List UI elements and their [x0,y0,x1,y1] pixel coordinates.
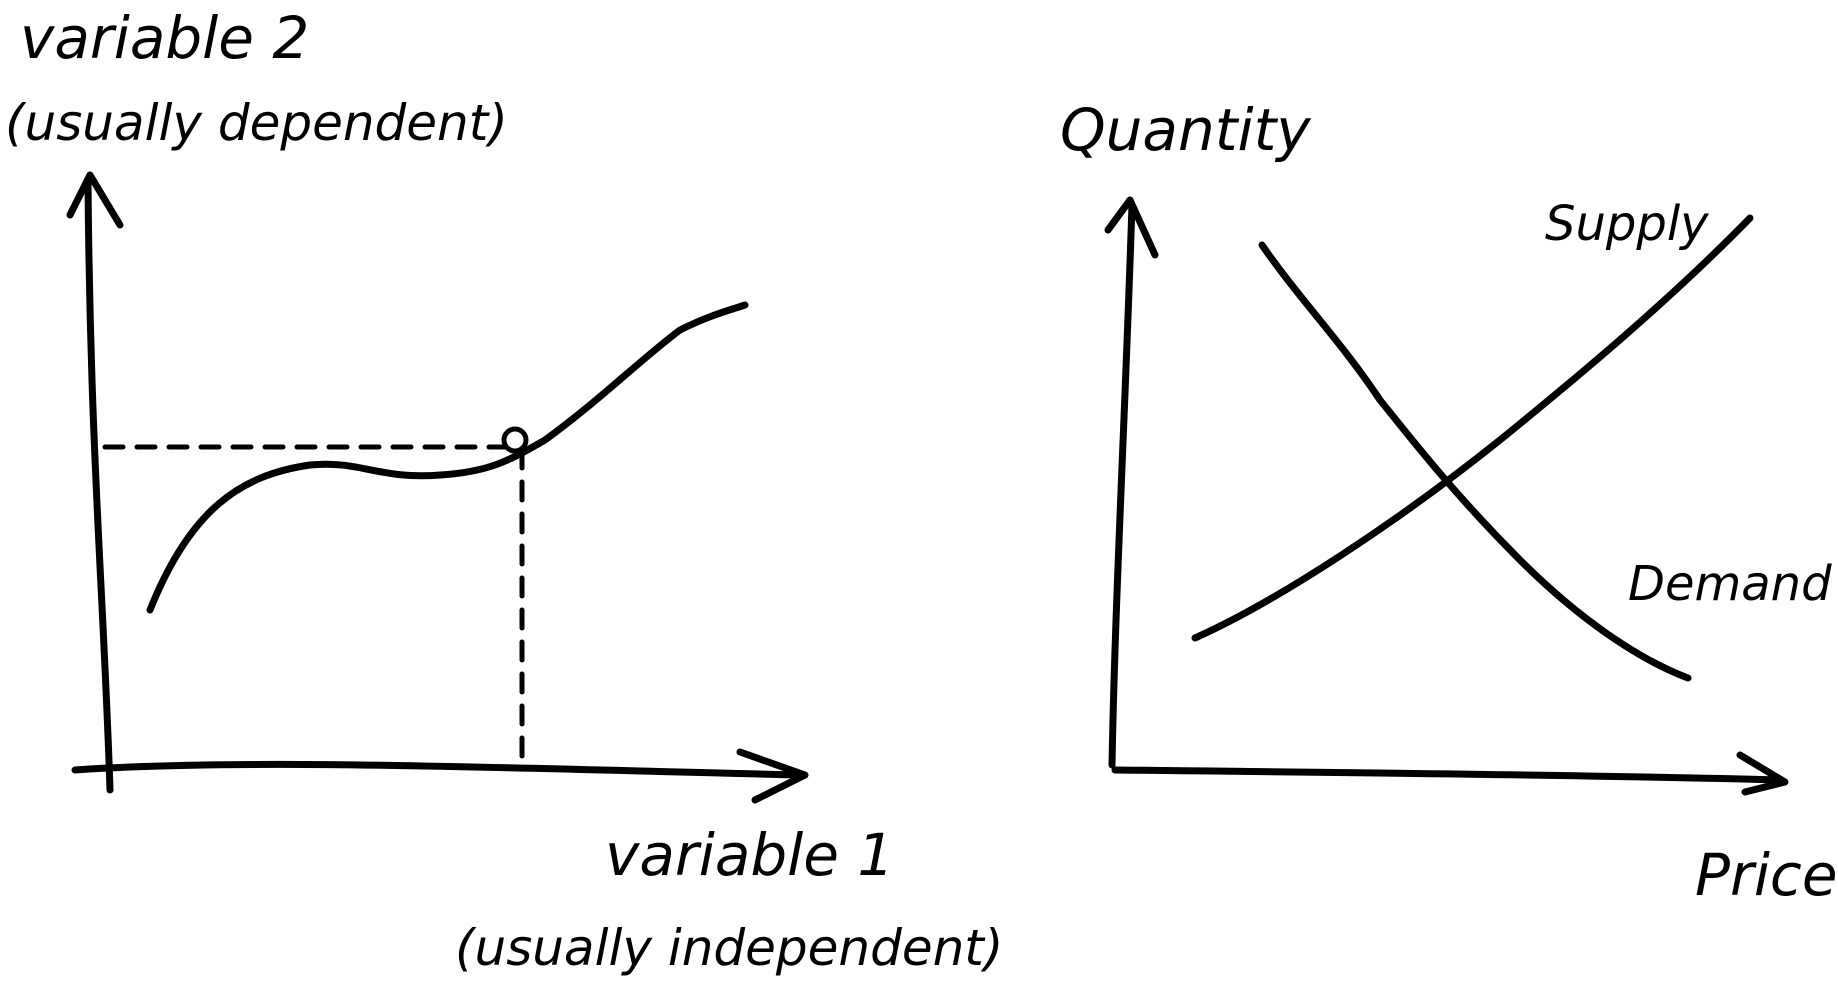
demand-curve [1258,241,1692,682]
right-y-axis [1108,201,1136,769]
right-x-label: Price [1695,841,1838,909]
left-curve-point [501,426,529,454]
left-y-axis-arrowhead [66,171,124,229]
right-x-axis [1111,766,1784,784]
left-x-axis-arrowhead [736,748,809,804]
left-y-axis [84,176,114,794]
right-graph: Quantity Price Supply Demand [1060,96,1838,909]
left-curve [146,301,749,614]
supply-label: Supply [1545,196,1709,252]
left-y-label-line2: (usually dependent) [5,94,508,152]
demand-label: Demand [1628,556,1832,612]
left-x-label-line1: variable 1 [605,821,894,889]
right-y-label: Quantity [1060,96,1311,164]
left-graph: variable 2 (usually dependent) variable … [5,4,1003,977]
right-y-axis-arrowhead [1104,196,1159,259]
left-x-label-line2: (usually independent) [455,919,1003,977]
right-x-axis-arrowhead [1736,751,1789,796]
left-y-label-line1: variable 2 [20,4,309,72]
left-x-axis [71,760,804,779]
supply-curve [1191,214,1754,642]
